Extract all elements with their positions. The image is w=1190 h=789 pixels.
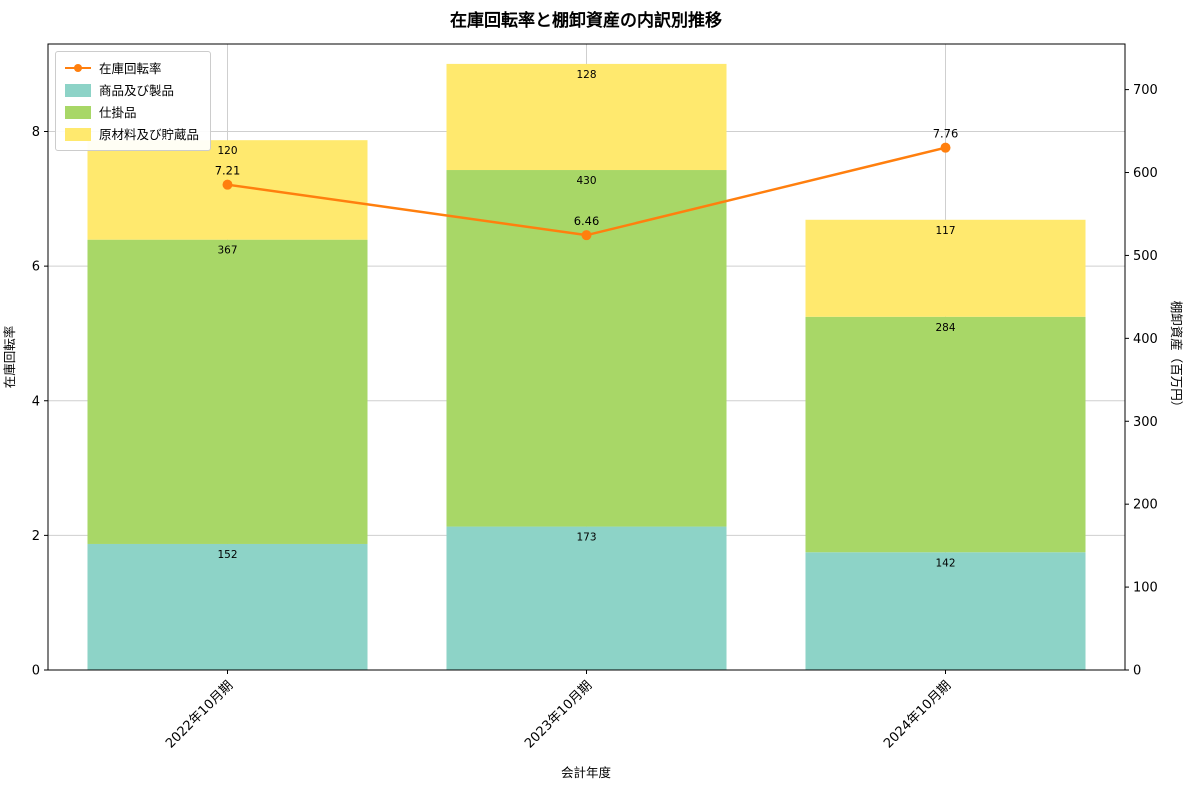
bar-segment — [87, 239, 368, 544]
bar-segment — [446, 526, 727, 670]
bar-segment — [805, 219, 1086, 317]
line-value-label: 7.76 — [933, 127, 959, 141]
legend-label: 在庫回転率 — [99, 61, 162, 76]
x-tick-label: 2022年10月期 — [163, 678, 236, 751]
bar-value-label: 152 — [217, 549, 237, 561]
line-marker — [940, 142, 951, 153]
y-tick-label-right: 400 — [1133, 332, 1158, 347]
y-tick-label-right: 300 — [1133, 415, 1158, 430]
y-tick-label-right: 600 — [1133, 166, 1158, 181]
y-tick-label-left: 0 — [32, 664, 40, 679]
line-marker — [222, 179, 233, 190]
y-tick-label-right: 500 — [1133, 249, 1158, 264]
legend-item-materials: 原材料及び貯蔵品 — [65, 125, 199, 142]
bar-value-label: 430 — [576, 175, 596, 187]
line-marker-icon — [65, 61, 91, 75]
y-axis-label-right: 棚卸資産（百万円） — [1169, 301, 1184, 414]
y-tick-label-left: 2 — [32, 529, 40, 544]
line-marker — [581, 230, 592, 241]
color-swatch-icon — [65, 127, 91, 141]
bar-value-label: 128 — [576, 69, 596, 81]
chart-title: 在庫回転率と棚卸資産の内訳別推移 — [450, 10, 722, 31]
bar-value-label: 173 — [576, 532, 596, 544]
bar-value-label: 367 — [217, 245, 237, 257]
y-tick-label-right: 100 — [1133, 581, 1158, 596]
bar-segment — [805, 316, 1086, 553]
legend-label: 商品及び製品 — [99, 83, 175, 98]
legend-label: 仕掛品 — [99, 105, 137, 120]
y-tick-label-left: 4 — [32, 394, 40, 409]
legend-item-wip: 仕掛品 — [65, 103, 199, 120]
y-axis-label-left: 在庫回転率 — [2, 326, 17, 389]
bar-segment — [446, 63, 727, 171]
legend-item-turnover-line: 在庫回転率 — [65, 59, 199, 76]
bar-segment — [805, 552, 1086, 670]
bar-value-label: 120 — [217, 145, 237, 157]
line-value-label: 7.21 — [215, 164, 241, 178]
y-tick-label-left: 8 — [32, 125, 40, 140]
y-tick-label-right: 0 — [1133, 664, 1141, 679]
legend: 在庫回転率 商品及び製品 仕掛品 原材料及び貯蔵品 — [55, 51, 212, 151]
bar-value-label: 284 — [935, 322, 955, 334]
bar-segment — [87, 543, 368, 670]
color-swatch-icon — [65, 105, 91, 119]
bar-segment — [446, 170, 727, 527]
line-value-label: 6.46 — [574, 214, 600, 228]
color-swatch-icon — [65, 83, 91, 97]
legend-item-products: 商品及び製品 — [65, 81, 199, 98]
bar-segment — [87, 140, 368, 240]
y-tick-label-right: 700 — [1133, 83, 1158, 98]
y-tick-label-right: 200 — [1133, 498, 1158, 513]
x-tick-label: 2024年10月期 — [881, 678, 954, 751]
x-axis-label: 会計年度 — [561, 765, 612, 780]
legend-label: 原材料及び貯蔵品 — [99, 127, 200, 142]
bar-value-label: 142 — [935, 557, 955, 569]
x-tick-label: 2023年10月期 — [522, 678, 595, 751]
bar-value-label: 117 — [935, 225, 955, 237]
y-tick-label-left: 6 — [32, 260, 40, 275]
